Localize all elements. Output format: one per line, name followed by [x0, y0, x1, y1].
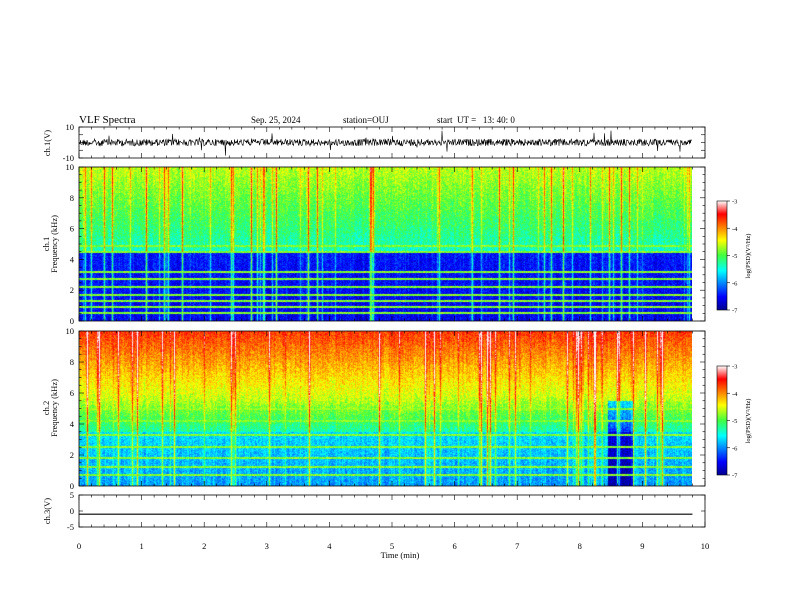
- ch2-spec-ylabel: Frequency (kHz): [49, 379, 59, 437]
- date-label: Sep. 25, 2024: [251, 115, 301, 125]
- ch1-colorbar: log(PSD)(V²/Hz) -3 -4 -5 -6 -7: [716, 199, 752, 315]
- colorbar-tick-label: -3: [732, 199, 737, 206]
- y-tick-label: 2: [70, 450, 74, 460]
- ch1-ytick-bottom: -10: [63, 153, 74, 163]
- ch1-spectrogram-panel: ch.1 Frequency (kHz) 0 2 4 6 8 10: [41, 162, 706, 326]
- ch3-ytick-mid: 0: [70, 506, 74, 516]
- ch3-waveform-frame: [78, 494, 706, 528]
- station-label: station=OUJ: [343, 115, 389, 125]
- ch1-spec-ylabel: Frequency (kHz): [49, 215, 59, 273]
- ch2-colorbar-label: log(PSD)(V²/Hz): [745, 399, 752, 444]
- ch1-waveform-ylabel: ch.1(V): [42, 130, 52, 156]
- ch3-waveform-panel: 5 0 -5 ch.3(V): [42, 490, 706, 532]
- colorbar-tick-label: -4: [732, 226, 738, 233]
- colorbar-tick-label: -6: [732, 280, 738, 287]
- colorbar-tick-label: -7: [732, 308, 738, 315]
- ch2-spectrogram-image: [79, 331, 692, 486]
- ch2-spectrogram-panel: ch.2 Frequency (kHz) 0 2 4 6 8 10: [41, 326, 706, 491]
- x-tick-label: 1: [139, 541, 143, 551]
- colorbar-tick-label: -6: [732, 445, 738, 452]
- y-tick-label: 8: [70, 193, 74, 203]
- ch1-waveform-panel: 10 -10 ch.1(V): [42, 122, 706, 163]
- x-tick-label: 7: [515, 541, 519, 551]
- colorbar-tick-label: -5: [732, 418, 737, 425]
- y-tick-label: 6: [70, 224, 74, 234]
- ch1-ytick-top: 10: [66, 122, 75, 132]
- x-tick-label: 10: [701, 541, 710, 551]
- y-tick-label: 10: [66, 162, 75, 172]
- ch2-spec-ylabel-top: ch.2: [41, 401, 51, 415]
- ch2-colorbar-gradient: [717, 366, 727, 475]
- x-tick-label: 4: [327, 541, 332, 551]
- ch3-ytick-top: 5: [70, 490, 74, 500]
- y-tick-label: 6: [70, 388, 74, 398]
- y-tick-label: 0: [70, 481, 74, 491]
- colorbar-tick-label: -7: [732, 473, 738, 480]
- y-tick-label: 8: [70, 357, 74, 367]
- ch1-spectrogram-image: [79, 167, 692, 321]
- ch2-colorbar: log(PSD)(V²/Hz) -3 -4 -5 -6 -7: [716, 364, 752, 480]
- figure-title: VLF Spectra: [79, 114, 136, 126]
- x-tick-label: 2: [202, 541, 206, 551]
- x-tick-label: 6: [452, 541, 456, 551]
- ch3-waveform-ylabel: ch.3(V): [42, 498, 52, 524]
- ch3-ytick-bottom: -5: [67, 522, 74, 532]
- x-tick-label: 8: [578, 541, 582, 551]
- y-tick-label: 4: [70, 254, 75, 264]
- start-time-label: start UT = 13: 40: 0: [437, 115, 515, 125]
- y-tick-label: 10: [66, 326, 75, 336]
- x-axis-ticks: 0 1 2 3 4 5 6 7 8 9 10: [77, 127, 709, 551]
- x-tick-label: 5: [390, 541, 394, 551]
- y-tick-label: 2: [70, 285, 74, 295]
- ch1-colorbar-label: log(PSD)(V²/Hz): [745, 234, 752, 279]
- ch1-waveform-trace: [78, 130, 693, 156]
- ch1-colorbar-gradient: [717, 201, 727, 310]
- x-tick-label: 3: [265, 541, 269, 551]
- x-axis-label: Time (min): [381, 550, 420, 560]
- y-tick-label: 0: [70, 316, 74, 326]
- ch1-spec-ylabel-top: ch.1: [41, 237, 51, 251]
- colorbar-tick-label: -5: [732, 253, 737, 260]
- y-tick-label: 4: [70, 419, 75, 429]
- x-tick-label: 9: [640, 541, 644, 551]
- colorbar-tick-label: -4: [732, 391, 738, 398]
- x-tick-label: 0: [77, 541, 81, 551]
- colorbar-tick-label: -3: [732, 364, 737, 371]
